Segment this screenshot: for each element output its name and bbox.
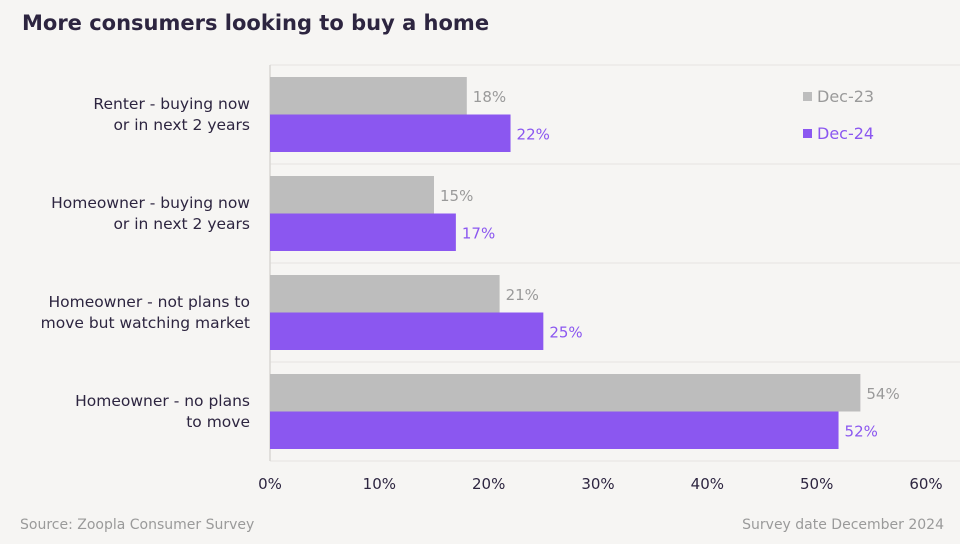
data-label: 15% [440,187,473,205]
x-tick-label: 60% [909,475,942,493]
category-label: or in next 2 years [113,116,250,134]
data-label: 52% [845,423,878,441]
category-label: move but watching market [41,314,250,332]
source-note: Source: Zoopla Consumer Survey [20,517,254,533]
bar-dec-23 [270,374,861,412]
x-tick-label: 20% [472,475,505,493]
x-tick-label: 50% [800,475,833,493]
bar-dec-24 [270,312,544,350]
bar-dec-23 [270,77,467,115]
category-label: Homeowner - not plans to [49,293,250,311]
category-label: to move [186,413,250,431]
category-label: or in next 2 years [113,215,250,233]
data-label: 54% [866,385,899,403]
legend-label: Dec-24 [817,124,874,143]
bar-dec-24 [270,114,511,152]
bar-dec-24 [270,411,839,449]
data-label: 17% [462,225,495,243]
x-tick-label: 30% [581,475,614,493]
bar-dec-23 [270,275,500,313]
data-label: 21% [506,286,539,304]
data-label: 18% [473,88,506,106]
bar-dec-24 [270,213,456,251]
chart-title: More consumers looking to buy a home [22,11,489,35]
x-tick-label: 10% [363,475,396,493]
category-label: Homeowner - no plans [75,392,250,410]
x-tick-label: 40% [691,475,724,493]
survey-date-note: Survey date December 2024 [742,517,944,533]
legend-label: Dec-23 [817,87,874,106]
category-label: Renter - buying now [93,95,250,113]
bar-dec-23 [270,176,434,214]
data-label: 25% [549,324,582,342]
x-tick-label: 0% [258,475,282,493]
category-label: Homeowner - buying now [51,194,250,212]
data-label: 22% [517,126,550,144]
legend-swatch [803,129,812,138]
legend-swatch [803,92,812,101]
